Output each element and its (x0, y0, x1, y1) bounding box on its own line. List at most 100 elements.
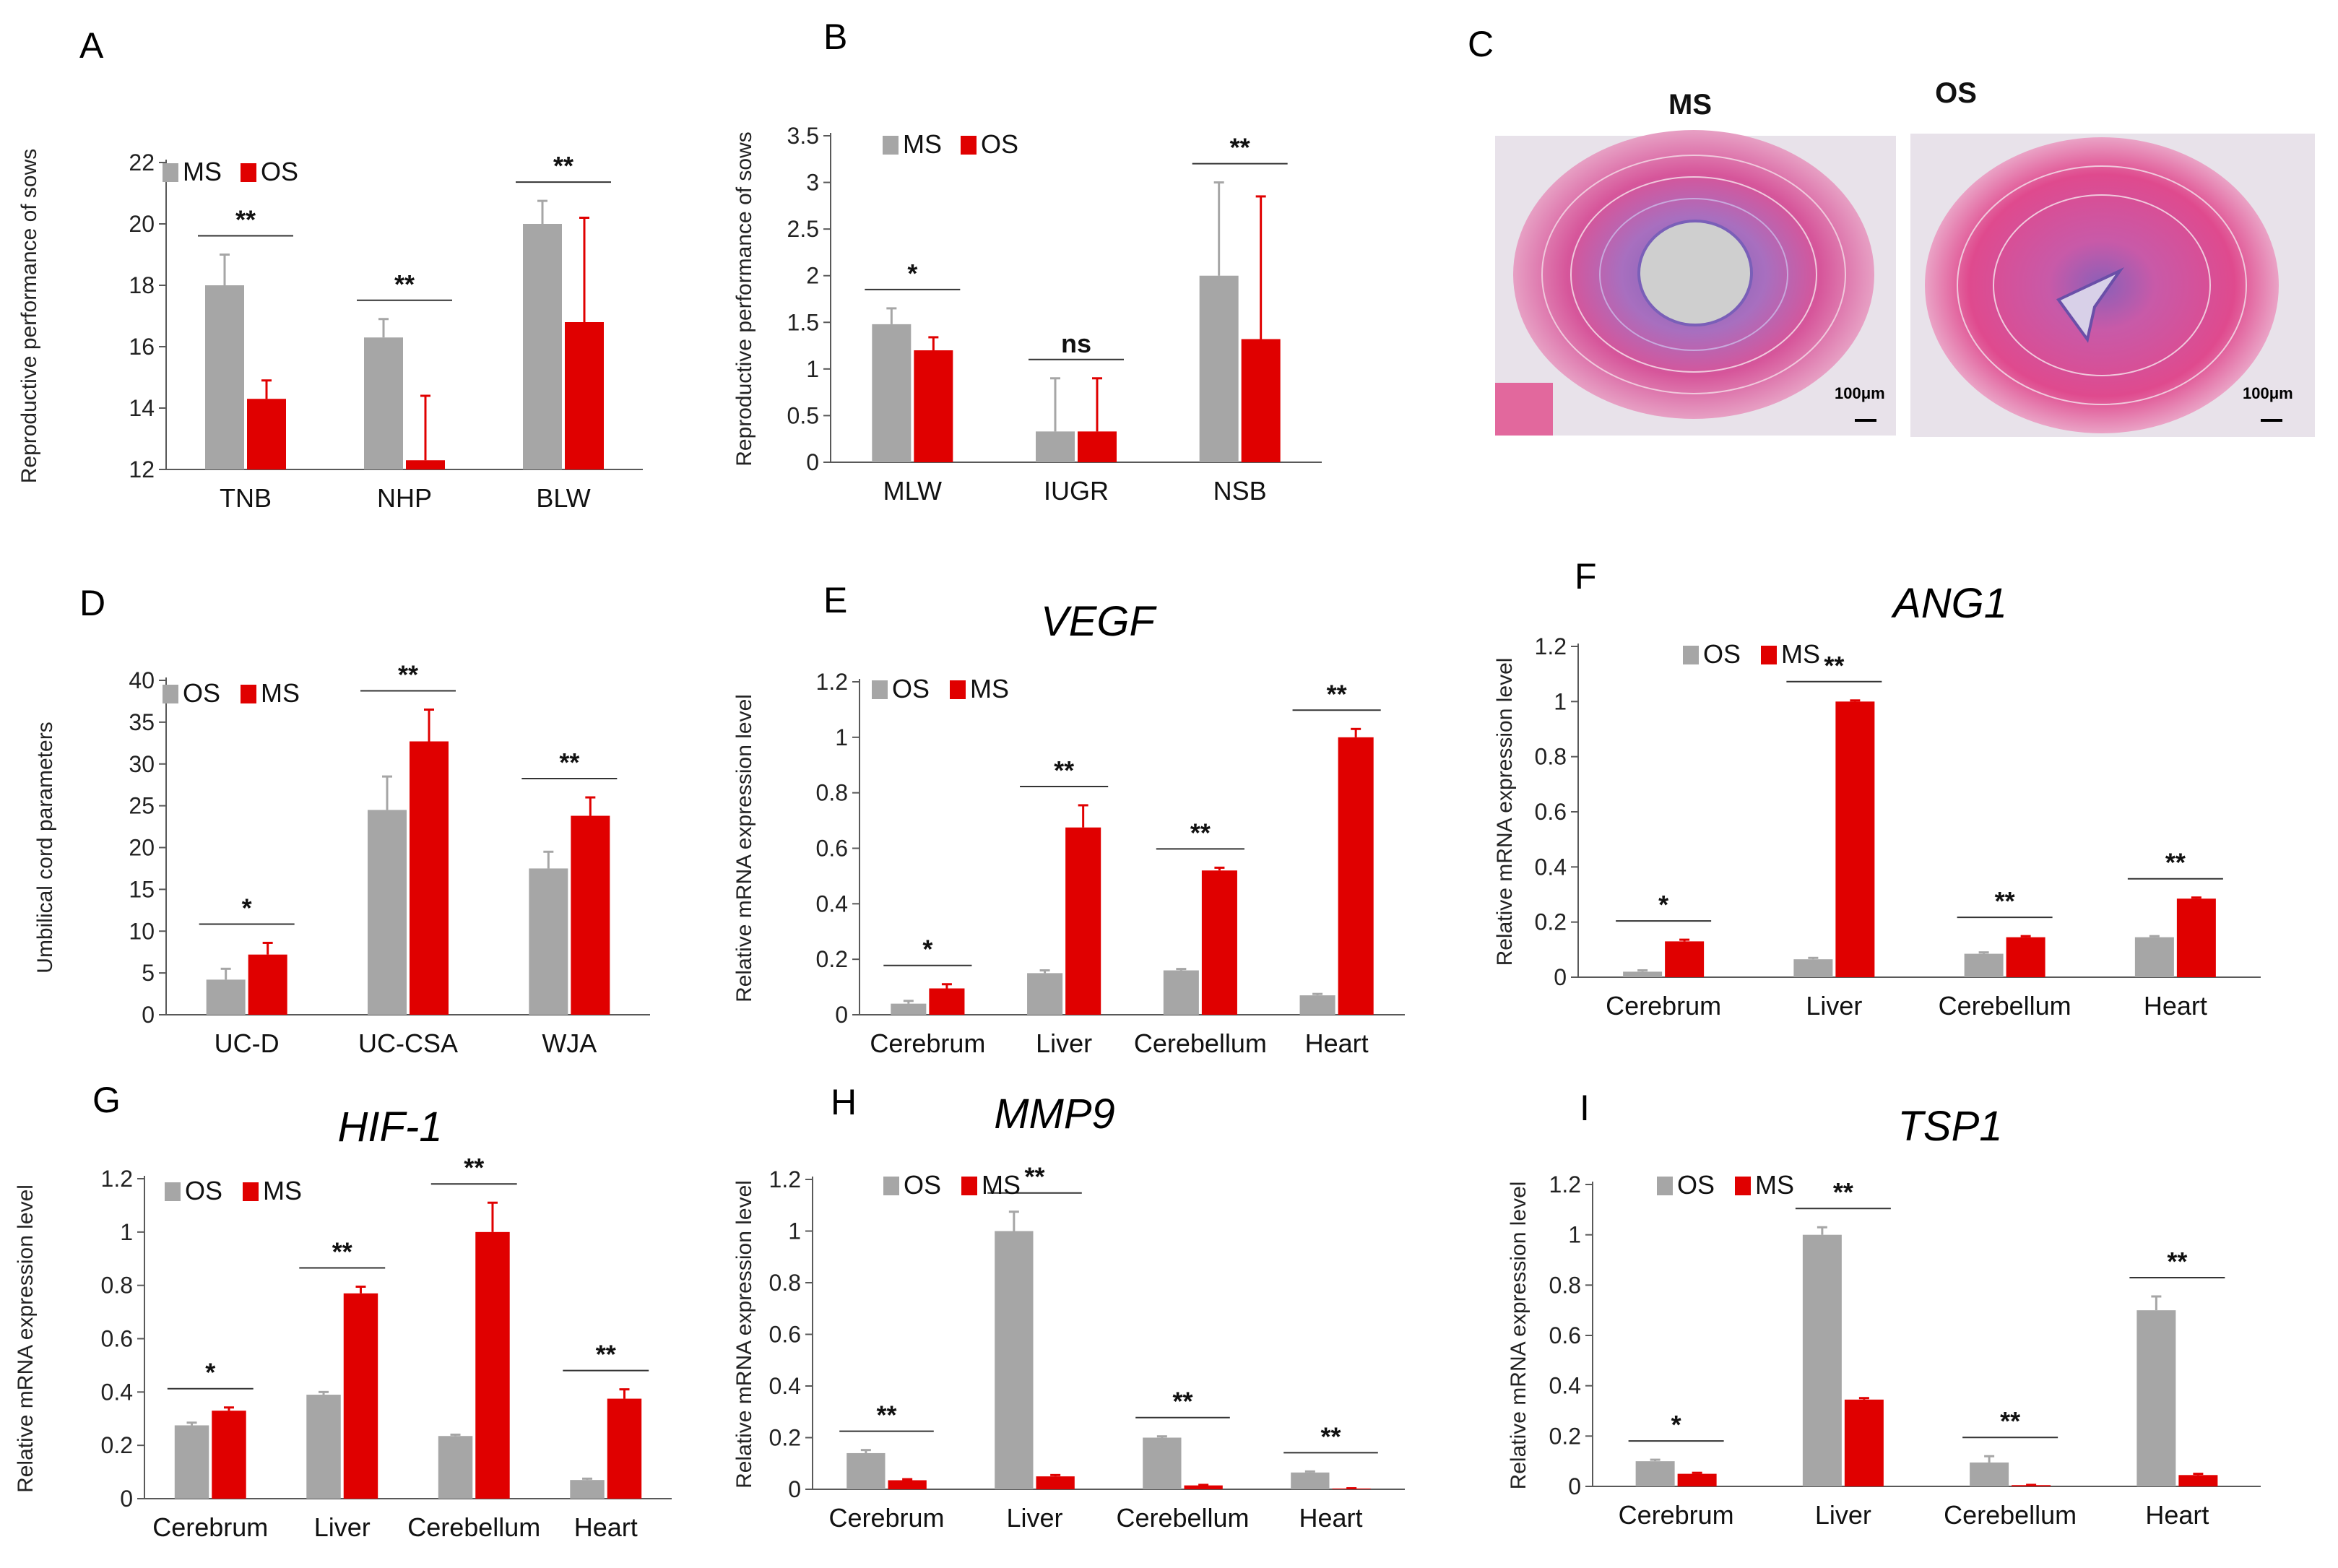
y-tick-label: 0.8 (101, 1273, 133, 1299)
significance-label: ** (332, 1237, 352, 1267)
bar-os (368, 810, 407, 1015)
y-axis-label: Relative mRNA expression level (1507, 1182, 1530, 1490)
significance-label: * (205, 1358, 215, 1387)
legend-swatch (1683, 646, 1699, 664)
legend-swatch (241, 163, 256, 182)
bar-os (1027, 973, 1063, 1015)
bar-ms (364, 337, 403, 469)
y-tick-label: 1 (1568, 1222, 1581, 1248)
x-tick-label: WJA (542, 1028, 597, 1058)
significance-label: ** (2165, 848, 2186, 878)
y-tick-label: 0 (1554, 964, 1567, 990)
y-tick-label: 0.8 (1549, 1272, 1581, 1298)
x-tick-label: Heart (2145, 1500, 2209, 1530)
x-tick-label: NSB (1213, 476, 1267, 506)
legend-label: MS (263, 1176, 302, 1205)
chart-title: TSP1 (1897, 1103, 2002, 1150)
panel-label: F (1575, 556, 1597, 597)
y-tick-label: 1 (788, 1218, 801, 1244)
tissue-ring (1541, 155, 1846, 394)
bar-os (1623, 971, 1663, 977)
bar-os (847, 1452, 886, 1489)
bar-ms (1199, 275, 1239, 462)
significance-label: ** (2167, 1247, 2187, 1276)
legend-swatch (1761, 646, 1777, 664)
x-tick-label: Cerebrum (152, 1512, 268, 1542)
histology-title: OS (1935, 77, 1977, 109)
legend-label: MS (970, 674, 1009, 703)
y-tick-label: 0.8 (816, 780, 848, 806)
legend-label: MS (183, 157, 222, 186)
x-tick-label: Liver (314, 1512, 371, 1542)
chart-panel-a: A Reproductive performance of sows 12 14 16 1… (17, 25, 643, 513)
y-tick-label: 30 (129, 751, 155, 777)
y-tick-label: 0.4 (1535, 854, 1567, 880)
bar-os (2134, 937, 2174, 977)
significance-label: ** (876, 1400, 896, 1430)
bar-os (406, 460, 445, 469)
y-tick-label: 18 (129, 272, 155, 298)
significance-label: * (1671, 1410, 1681, 1439)
chart-panel-h: H MMP9 Relative mRNA expression level 0 0.2 0… (732, 1082, 1405, 1533)
x-tick-label: Cerebrum (870, 1028, 985, 1058)
x-tick-label: Cerebellum (1116, 1503, 1249, 1533)
bar-ms (872, 324, 912, 462)
chart-panel-b: B Reproductive performance of sows 0 0.5 1 1.… (732, 17, 1322, 506)
legend-label: MS (1755, 1170, 1794, 1200)
x-tick-label: UC-CSA (358, 1028, 458, 1058)
x-tick-label: Cerebrum (1619, 1500, 1734, 1530)
bar-os (1964, 953, 2004, 977)
x-tick-label: Liver (1806, 991, 1862, 1021)
y-tick-label: 2.5 (787, 216, 819, 242)
bar-os (995, 1231, 1034, 1489)
x-tick-label: Cerebellum (1939, 991, 2071, 1021)
y-tick-label: 0.2 (1535, 909, 1567, 935)
y-axis-label: Reproductive performance of sows (732, 131, 756, 467)
chart-panel-i: I TSP1 Relative mRNA expression level 0 0.2 0… (1507, 1088, 2261, 1530)
chart-panel-g: G HIF-1 Relative mRNA expression level 0 0.2… (14, 1080, 672, 1542)
bar-ms (2176, 898, 2216, 977)
bar-ms (571, 815, 610, 1015)
y-axis-label: Relative mRNA expression level (732, 1180, 756, 1489)
legend-swatch (163, 685, 178, 703)
legend-label: OS (185, 1176, 222, 1205)
y-axis-label: Umbilical cord parameters (33, 722, 57, 973)
y-tick-label: 0.6 (816, 836, 848, 862)
chart-title: HIF-1 (338, 1104, 443, 1151)
y-tick-label: 0.6 (101, 1326, 133, 1352)
bar-os (1078, 431, 1117, 462)
bar-os (914, 350, 953, 462)
y-tick-label: 0.5 (787, 402, 819, 428)
y-tick-label: 14 (129, 395, 155, 421)
panel-label: E (823, 580, 847, 620)
bar-os (1970, 1462, 2009, 1486)
bar-ms (888, 1480, 927, 1489)
histology-image-ms: MS 100μm (1495, 89, 1896, 436)
y-tick-label: 40 (129, 667, 155, 693)
y-axis-label: Relative mRNA expression level (1493, 658, 1517, 966)
y-axis-label: Reproductive performance of sows (17, 149, 41, 484)
bar-ms (212, 1411, 246, 1499)
panel-label: G (92, 1080, 121, 1120)
y-tick-label: 0.4 (816, 891, 848, 917)
y-tick-label: 0.4 (1549, 1373, 1581, 1399)
x-tick-label: BLW (536, 483, 590, 513)
x-tick-label: TNB (220, 483, 272, 513)
y-tick-label: 0.6 (1549, 1322, 1581, 1348)
y-tick-label: 0 (835, 1002, 848, 1028)
significance-label: ** (553, 151, 573, 181)
x-tick-label: Heart (574, 1512, 638, 1542)
significance-label: ** (559, 748, 579, 777)
y-tick-label: 15 (129, 876, 155, 902)
y-tick-label: 0.2 (1549, 1423, 1581, 1449)
y-tick-label: 25 (129, 793, 155, 819)
x-tick-label: Cerebrum (1606, 991, 1721, 1021)
bar-os (438, 1436, 473, 1499)
bar-os (1793, 959, 1833, 977)
bar-ms (205, 285, 244, 469)
bar-os (1802, 1234, 1842, 1486)
bar-os (247, 399, 286, 469)
scale-bar-label: 100μm (2243, 384, 2293, 402)
significance-label: ** (1833, 1177, 1853, 1207)
tissue-fragment (1495, 383, 1553, 436)
